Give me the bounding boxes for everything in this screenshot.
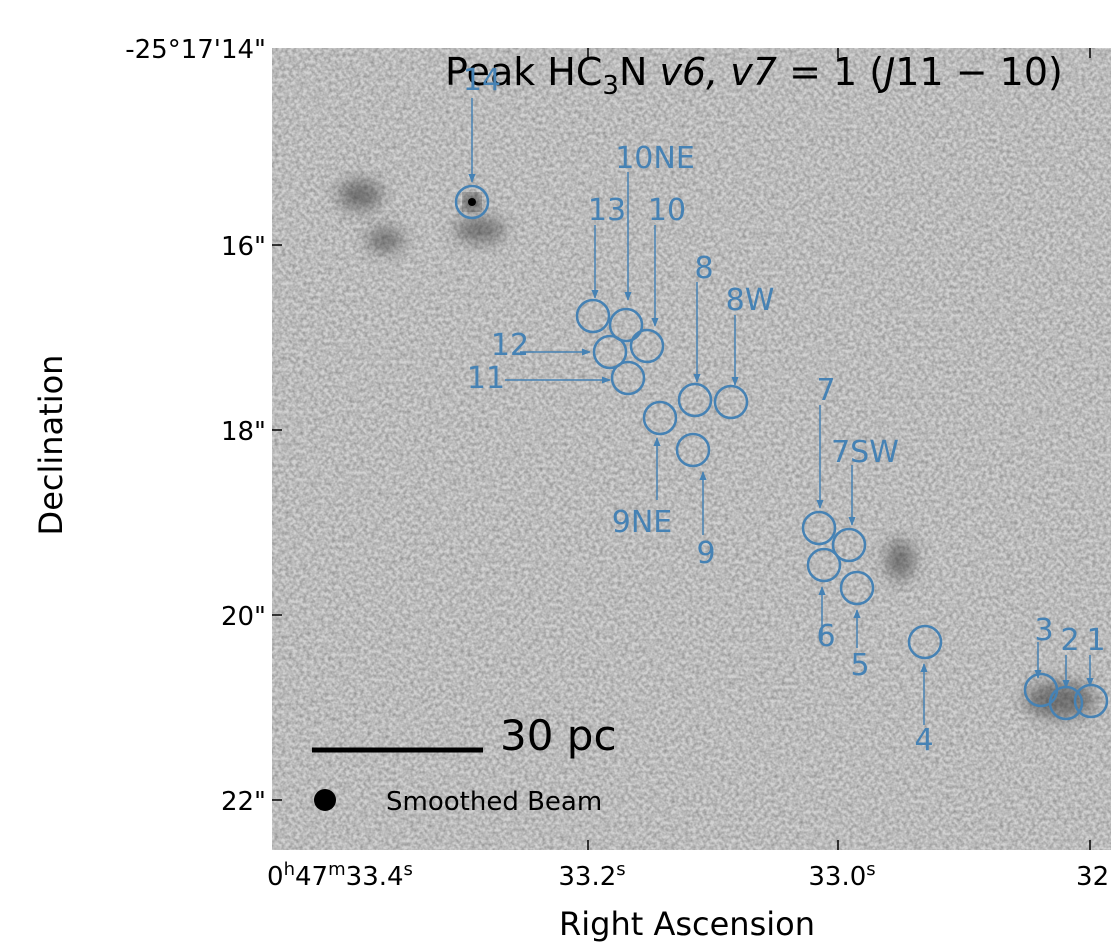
source-label: 3 bbox=[1034, 613, 1053, 648]
source-label: 8W bbox=[726, 283, 775, 318]
source-label: 10NE bbox=[615, 141, 695, 176]
source-circle bbox=[713, 384, 749, 420]
y-tick-labels: -25°17'14" 16" 18" 20" 22" bbox=[125, 35, 266, 817]
beam bbox=[314, 789, 336, 811]
source-circle bbox=[642, 400, 678, 436]
source-circle bbox=[575, 298, 611, 334]
x-tick-label: 33.0s bbox=[808, 859, 875, 892]
source-label: 8 bbox=[694, 251, 713, 286]
source-circle bbox=[801, 510, 837, 546]
x-tick-label: 33.2s bbox=[558, 859, 625, 892]
title: Peak HC3N v6, v7 = 1 (J11 − 10) bbox=[445, 50, 1063, 101]
source-label: 4 bbox=[914, 723, 933, 758]
beam-label: Smoothed Beam bbox=[386, 787, 602, 817]
source-circle bbox=[907, 624, 943, 660]
source-label: 1 bbox=[1086, 623, 1105, 658]
source-label: 9 bbox=[696, 536, 715, 571]
source-label: 2 bbox=[1060, 623, 1079, 658]
source-label: 9NE bbox=[612, 505, 672, 540]
scale-bar-label: 30 pc bbox=[500, 711, 617, 760]
y-tick-label: 16" bbox=[221, 232, 266, 262]
source-circle bbox=[629, 328, 665, 364]
x-tick-label: 0h47m33.4s bbox=[267, 859, 413, 892]
y-axis-label: Declination bbox=[32, 355, 70, 536]
x-tick-label: 32.8 bbox=[1076, 862, 1111, 892]
source-circle bbox=[454, 184, 490, 220]
source-circle bbox=[610, 360, 646, 396]
source-label: 7SW bbox=[831, 435, 899, 470]
source-circle bbox=[608, 307, 644, 343]
sky-image bbox=[272, 48, 1111, 850]
source-label: 13 bbox=[588, 193, 626, 228]
x-axis-label: Right Ascension bbox=[559, 905, 815, 943]
source-circle bbox=[831, 527, 867, 563]
source-circle bbox=[675, 432, 711, 468]
y-tick-label: 22" bbox=[221, 787, 266, 817]
source-circle bbox=[839, 570, 875, 606]
y-tick-label: 18" bbox=[221, 417, 266, 447]
tick-marks bbox=[272, 48, 1091, 850]
source-label: 7 bbox=[816, 373, 835, 408]
source-label: 12 bbox=[491, 328, 529, 363]
source-label: 5 bbox=[850, 648, 869, 683]
source-circle bbox=[677, 382, 713, 418]
source-label: 10 bbox=[648, 193, 686, 228]
source-circle bbox=[592, 334, 628, 370]
y-tick-label: 20" bbox=[221, 602, 266, 632]
source-label: 6 bbox=[816, 619, 835, 654]
source-label: 11 bbox=[467, 361, 505, 396]
x-tick-labels: 0h47m33.4s 33.2s 33.0s 32.8 bbox=[267, 859, 1111, 892]
y-tick-label: -25°17'14" bbox=[125, 35, 266, 65]
source-circle bbox=[806, 547, 842, 583]
source-label: 14 bbox=[463, 63, 501, 98]
